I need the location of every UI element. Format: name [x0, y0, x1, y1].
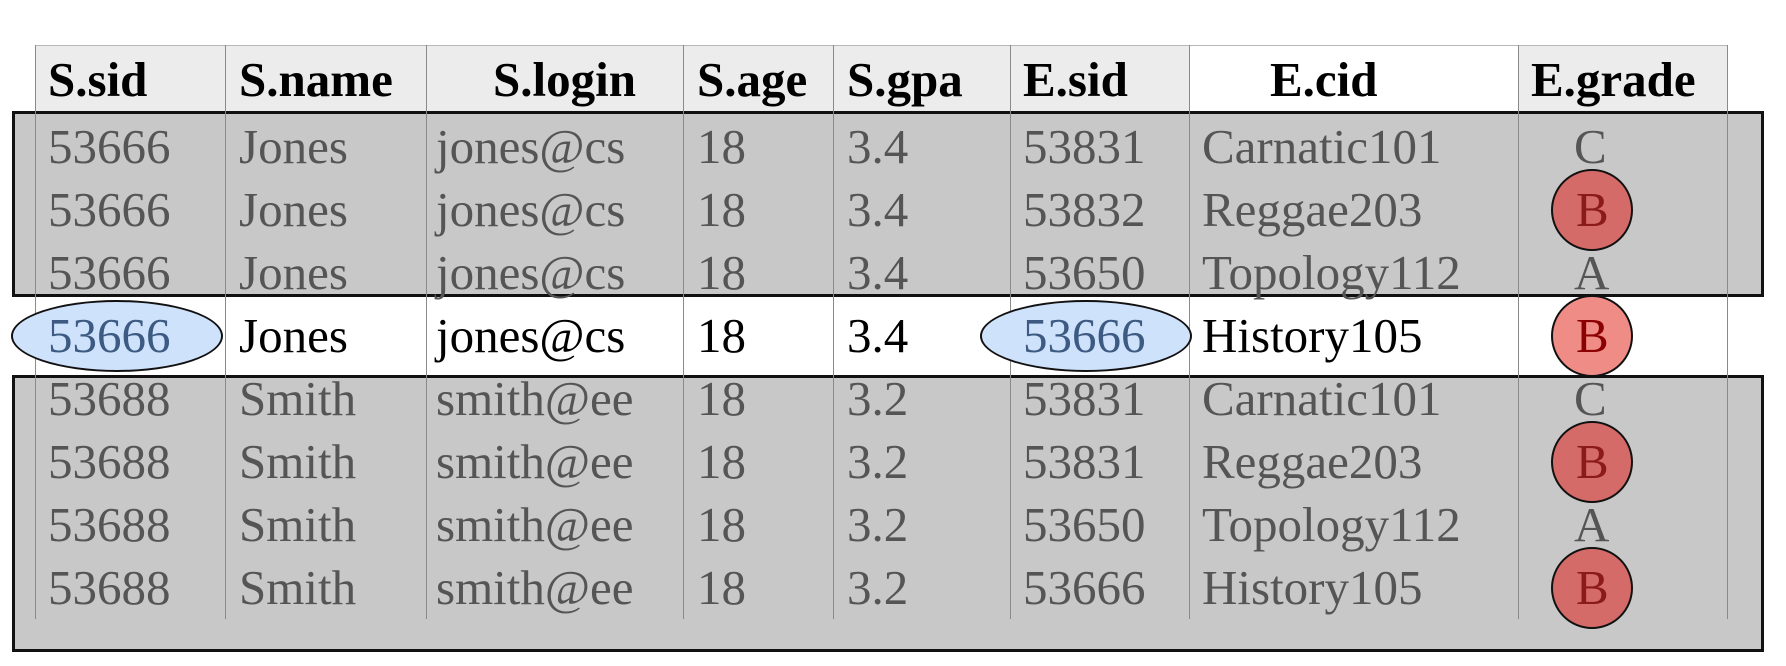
table-cell-s-sid: 53688 [48, 371, 171, 426]
table-cell-s-age: 18 [697, 371, 746, 426]
table-cell-e-sid: 53831 [1023, 434, 1146, 489]
table-cell-s-name: Smith [239, 560, 357, 615]
match-oval-s-sid [11, 300, 223, 372]
grade-circle [1551, 169, 1633, 251]
table-cell-s-login: jones@cs [436, 308, 626, 363]
column-separator [683, 45, 684, 619]
column-header: E.cid [1270, 52, 1378, 107]
table-cell-e-sid: 53666 [1023, 560, 1146, 615]
table-cell-s-gpa: 3.4 [847, 119, 909, 174]
table-cell-e-grade: B [1576, 308, 1609, 363]
table-cell-s-sid: 53666 [48, 308, 171, 363]
header-cell-bg [35, 45, 225, 112]
table-cell-s-gpa: 3.4 [847, 182, 909, 237]
table-cell-s-sid: 53688 [48, 560, 171, 615]
table-cell-s-login: jones@cs [436, 245, 626, 300]
match-oval-e-sid [980, 300, 1192, 372]
column-header: S.gpa [847, 52, 963, 107]
column-header: S.login [493, 52, 636, 107]
column-header: S.name [239, 52, 393, 107]
column-header: E.sid [1023, 52, 1128, 107]
table-cell-e-grade: B [1576, 182, 1609, 237]
table-cell-e-grade: B [1576, 560, 1609, 615]
table-cell-e-cid: Carnatic101 [1202, 119, 1442, 174]
table-cell-e-cid: Topology112 [1202, 497, 1461, 552]
column-separator [1518, 45, 1519, 619]
group-band-smith [12, 375, 1764, 652]
table-cell-s-login: smith@ee [436, 497, 634, 552]
column-separator [225, 45, 226, 619]
table-cell-s-age: 18 [697, 497, 746, 552]
header-cell-bg [1010, 45, 1189, 112]
grade-circle [1551, 547, 1633, 629]
table-cell-s-login: smith@ee [436, 560, 634, 615]
table-cell-s-sid: 53666 [48, 182, 171, 237]
table-cell-s-age: 18 [697, 308, 746, 363]
table-cell-s-name: Jones [239, 308, 348, 363]
table-cell-e-grade: A [1574, 497, 1610, 552]
table-cell-e-sid: 53832 [1023, 182, 1146, 237]
table-cell-s-login: smith@ee [436, 371, 634, 426]
table-cell-s-gpa: 3.2 [847, 371, 909, 426]
table-cell-s-gpa: 3.4 [847, 245, 909, 300]
column-separator [426, 45, 427, 619]
column-header: S.age [697, 52, 808, 107]
table-cell-e-cid: Reggae203 [1202, 182, 1423, 237]
table-cell-s-age: 18 [697, 434, 746, 489]
table-cell-e-cid: History105 [1202, 308, 1423, 363]
table-cell-e-grade: A [1574, 245, 1610, 300]
table-cell-s-gpa: 3.2 [847, 497, 909, 552]
table-cell-s-name: Smith [239, 371, 357, 426]
table-cell-s-login: jones@cs [436, 182, 626, 237]
table-cell-s-login: jones@cs [436, 119, 626, 174]
column-separator [1727, 45, 1728, 619]
table-cell-e-sid: 53650 [1023, 245, 1146, 300]
table-cell-e-cid: History105 [1202, 560, 1423, 615]
grade-circle [1551, 295, 1633, 377]
table-cell-s-name: Smith [239, 497, 357, 552]
header-cell-bg [683, 45, 833, 112]
grade-circle [1551, 421, 1633, 503]
column-header: S.sid [48, 52, 148, 107]
column-header: E.grade [1531, 52, 1696, 107]
table-cell-e-cid: Carnatic101 [1202, 371, 1442, 426]
table-cell-s-age: 18 [697, 182, 746, 237]
table-cell-s-name: Jones [239, 245, 348, 300]
table-cell-s-gpa: 3.2 [847, 560, 909, 615]
header-cell-bg [1189, 45, 1518, 112]
table-cell-s-sid: 53666 [48, 119, 171, 174]
header-cell-bg [833, 45, 1010, 112]
group-band-jones [12, 111, 1764, 297]
table-cell-s-age: 18 [697, 245, 746, 300]
table-cell-s-sid: 53666 [48, 245, 171, 300]
table-cell-s-name: Jones [239, 119, 348, 174]
table-cell-s-login: smith@ee [436, 434, 634, 489]
table-cell-s-age: 18 [697, 560, 746, 615]
table-cell-e-sid: 53666 [1023, 308, 1146, 363]
table-cell-e-grade: B [1576, 434, 1609, 489]
table-cell-s-sid: 53688 [48, 434, 171, 489]
table-cell-e-cid: Topology112 [1202, 245, 1461, 300]
table-cell-e-grade: C [1574, 371, 1607, 426]
header-cell-bg [225, 45, 426, 112]
table-cell-e-sid: 53831 [1023, 119, 1146, 174]
table-cell-e-grade: C [1574, 119, 1607, 174]
header-cell-bg [426, 45, 683, 112]
table-cell-s-name: Smith [239, 434, 357, 489]
column-separator [833, 45, 834, 619]
table-cell-s-sid: 53688 [48, 497, 171, 552]
table-cell-e-sid: 53650 [1023, 497, 1146, 552]
table-cell-s-gpa: 3.4 [847, 308, 909, 363]
table-cell-s-gpa: 3.2 [847, 434, 909, 489]
table-cell-s-age: 18 [697, 119, 746, 174]
table-cell-s-name: Jones [239, 182, 348, 237]
table-cell-e-sid: 53831 [1023, 371, 1146, 426]
table-cell-e-cid: Reggae203 [1202, 434, 1423, 489]
header-cell-bg [1518, 45, 1727, 112]
